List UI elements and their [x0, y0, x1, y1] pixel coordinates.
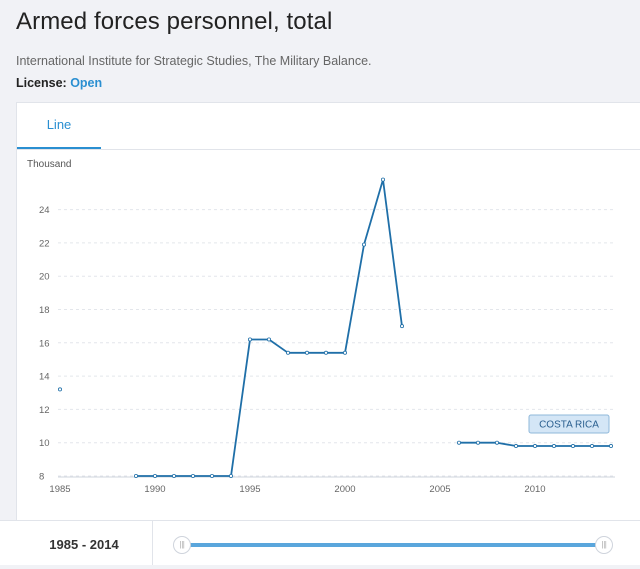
data-point — [399, 324, 404, 329]
grip-handle-icon: ||| — [179, 540, 185, 549]
data-point — [533, 444, 538, 449]
data-point — [513, 444, 518, 449]
x-tick-label: 1995 — [239, 484, 260, 495]
series-label: COSTA RICA — [539, 420, 599, 431]
y-tick-label: 24 — [39, 205, 50, 216]
data-point — [456, 440, 461, 445]
range-separator: - — [81, 537, 87, 552]
tab-line[interactable]: Line — [17, 103, 101, 149]
tab-bar: Line — [17, 103, 640, 150]
range-end-handle[interactable]: ||| — [595, 536, 613, 554]
page-title: Armed forces personnel, total — [16, 8, 333, 35]
data-point — [228, 473, 233, 478]
data-point — [266, 337, 271, 342]
range-slider-track[interactable] — [182, 543, 604, 547]
y-tick-label: 12 — [39, 405, 50, 416]
chart-card: Line Thousand 8 10 12 14 16 18 20 22 24 1985 1990 19… — [16, 102, 640, 565]
data-point — [58, 387, 63, 392]
data-point — [285, 350, 290, 355]
data-point — [209, 473, 214, 478]
data-point — [590, 444, 595, 449]
data-point — [571, 444, 576, 449]
y-tick-label: 18 — [39, 305, 50, 316]
data-point — [475, 440, 480, 445]
data-point — [304, 350, 309, 355]
y-tick-label: 16 — [39, 338, 50, 349]
license-label: License: — [16, 76, 67, 90]
license-link[interactable]: Open — [70, 76, 103, 90]
range-start: 1985 — [49, 537, 79, 552]
y-tick-label: 14 — [39, 372, 50, 383]
data-point — [380, 177, 385, 182]
line-chart: Thousand 8 10 12 14 16 18 20 22 24 1985 1990 1995 200… — [27, 159, 615, 495]
x-tick-label: 1985 — [49, 484, 70, 495]
data-point — [552, 444, 557, 449]
range-end: 2014 — [89, 537, 119, 552]
data-point — [494, 440, 499, 445]
data-point — [342, 350, 347, 355]
y-tick-label: 10 — [39, 438, 50, 449]
series-line — [136, 178, 403, 477]
y-tick-label: 22 — [39, 238, 50, 249]
unit-label: Thousand — [27, 159, 71, 170]
range-label: 1985 - 2014 — [16, 521, 153, 565]
y-tick-label: 8 — [39, 472, 44, 483]
x-tick-label: 2000 — [334, 484, 355, 495]
data-point — [171, 473, 176, 478]
data-point — [190, 473, 195, 478]
data-point — [361, 242, 366, 247]
data-point — [152, 473, 157, 478]
data-point — [247, 337, 252, 342]
grip-handle-icon: ||| — [601, 540, 607, 549]
license-info: License: Open — [16, 76, 102, 90]
range-bar: 1985 - 2014 ||| ||| — [0, 520, 640, 565]
x-tick-label: 2010 — [524, 484, 545, 495]
x-tick-label: 1990 — [144, 484, 165, 495]
range-start-handle[interactable]: ||| — [173, 536, 191, 554]
series-label-box — [528, 414, 610, 434]
data-point — [609, 444, 614, 449]
source-note: International Institute for Strategic St… — [16, 54, 372, 68]
y-tick-label: 20 — [39, 272, 50, 283]
x-tick-label: 2005 — [429, 484, 450, 495]
data-point — [134, 473, 139, 478]
data-point — [323, 350, 328, 355]
